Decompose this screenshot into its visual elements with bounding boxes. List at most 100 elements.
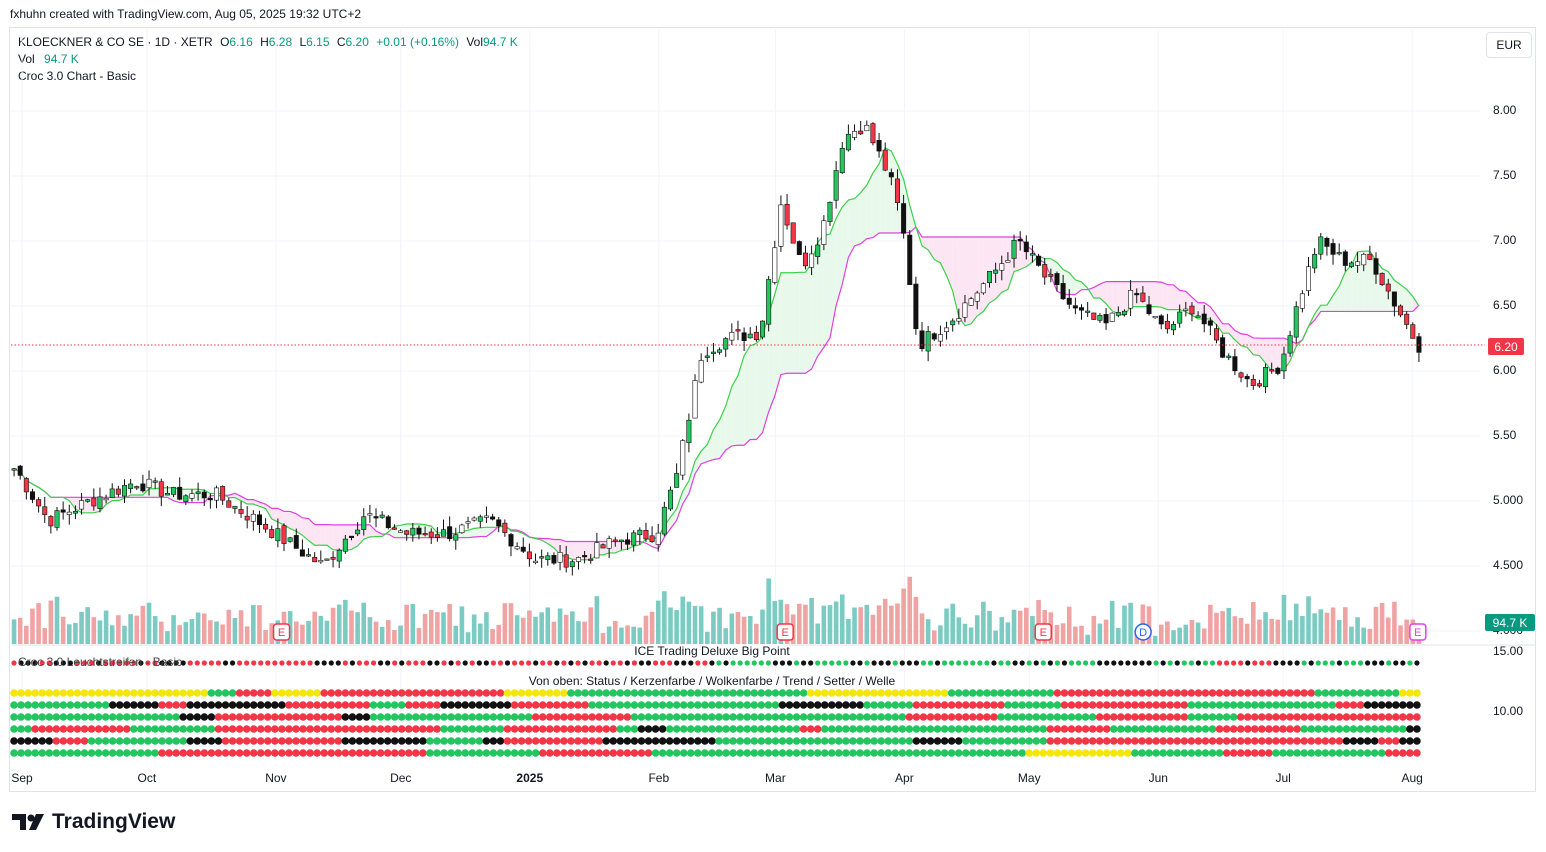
status-matrix-dot (1236, 689, 1245, 697)
status-matrix-dot (820, 725, 829, 733)
status-matrix-dot (602, 701, 610, 709)
status-matrix-dot (1004, 749, 1012, 757)
status-matrix-dot (1377, 713, 1386, 721)
volume-bar (85, 607, 90, 644)
big-point-dot (786, 660, 793, 666)
status-matrix-dot (1413, 725, 1421, 733)
candle-body (876, 140, 882, 152)
status-matrix-dot (1046, 749, 1055, 757)
status-matrix-dot (376, 701, 385, 709)
status-matrix-dot (1060, 713, 1069, 721)
status-matrix-dot (799, 689, 808, 697)
status-matrix-dot (271, 749, 279, 757)
status-matrix-dot (327, 689, 336, 697)
status-matrix-dot (736, 713, 744, 721)
chart-frame (9, 27, 1536, 792)
big-point-dot (1308, 660, 1314, 666)
status-matrix-dot (130, 701, 138, 709)
candle-body (66, 511, 72, 515)
status-matrix-dot (59, 725, 68, 733)
status-matrix-dot (1356, 737, 1365, 745)
status-matrix-dot (1053, 737, 1062, 745)
status-matrix-dot (510, 737, 519, 745)
cloud-segment (688, 461, 696, 494)
status-matrix-dot (954, 713, 963, 721)
status-matrix-dot (249, 737, 258, 745)
candle-body (612, 539, 618, 542)
big-point-dot (258, 660, 264, 666)
status-matrix-dot (200, 701, 209, 709)
candle-body (1158, 315, 1164, 325)
status-matrix-dot (828, 713, 836, 721)
status-matrix-dot (1025, 749, 1033, 757)
status-matrix-dot (264, 701, 272, 709)
tradingview-logo[interactable]: TradingView (12, 810, 175, 834)
big-point-dot (138, 660, 144, 666)
status-matrix-dot (108, 689, 117, 697)
volume-bar (465, 632, 471, 644)
big-point-dot (1012, 660, 1018, 666)
status-matrix-dot (1321, 689, 1330, 697)
volume-bar (1287, 620, 1293, 644)
status-matrix-dot (59, 749, 68, 757)
status-matrix-dot (954, 689, 963, 697)
status-matrix-dot (31, 749, 39, 757)
status-matrix-dot (658, 749, 667, 757)
status-matrix-dot (292, 689, 300, 697)
status-matrix-dot (59, 737, 68, 745)
status-matrix-dot (341, 737, 350, 745)
big-point-dot (702, 660, 708, 666)
big-point-dot (32, 660, 38, 666)
candle-body (931, 333, 937, 340)
status-matrix-dot (299, 701, 307, 709)
status-matrix-dot (961, 689, 970, 697)
volume-bar (312, 611, 317, 644)
status-matrix-dot (750, 701, 759, 709)
status-matrix-dot (341, 689, 350, 697)
status-matrix-dot (482, 749, 491, 757)
status-matrix-dot (842, 737, 850, 745)
status-matrix-dot (750, 725, 759, 733)
cloud-segment (823, 234, 830, 348)
cloud-segment (995, 237, 1002, 299)
candle-body (526, 551, 532, 560)
status-matrix-dot (1370, 749, 1379, 757)
status-matrix-dot (376, 689, 385, 697)
status-matrix-dot (976, 737, 984, 745)
open-value: 6.16 (229, 35, 253, 49)
currency-button[interactable]: EUR (1486, 32, 1532, 58)
status-matrix-dot (1222, 737, 1231, 745)
status-matrix-dot (1406, 737, 1414, 745)
status-matrix-dot (24, 713, 32, 721)
big-point-dot (166, 660, 172, 666)
cloud-segment (1228, 323, 1235, 340)
status-matrix-dot (165, 701, 173, 709)
candle-body (447, 526, 453, 540)
status-matrix-dot (898, 701, 907, 709)
indicator-legend[interactable]: Croc 3.0 Chart - Basic (18, 69, 137, 83)
candle-body (1306, 266, 1312, 291)
status-matrix-dot (933, 713, 942, 721)
status-matrix-dot (1215, 749, 1224, 757)
status-matrix-dot (1222, 689, 1231, 697)
status-matrix-dot (609, 749, 618, 757)
status-matrix-dot (694, 701, 702, 709)
status-matrix-dot (1095, 749, 1104, 757)
volume-bar (48, 600, 54, 644)
status-matrix-dot (835, 713, 843, 721)
status-matrix-dot (757, 701, 766, 709)
status-matrix-dot (1377, 701, 1386, 709)
volume-bar (1017, 610, 1023, 644)
big-point-dot (934, 660, 941, 666)
price-axis-label: 6.50 (1493, 298, 1517, 312)
status-matrix-dot (983, 713, 991, 721)
volume-bar (876, 605, 882, 644)
status-matrix-dot (1370, 701, 1379, 709)
status-matrix-dot (743, 689, 751, 697)
status-matrix-dot (1067, 713, 1076, 721)
symbol-legend[interactable]: KLOECKNER & CO SE · 1D · XETR O6.16 H6.2… (18, 35, 518, 49)
status-matrix-dot (997, 737, 1005, 745)
candle-body (790, 222, 796, 244)
big-point-dot (81, 660, 88, 666)
